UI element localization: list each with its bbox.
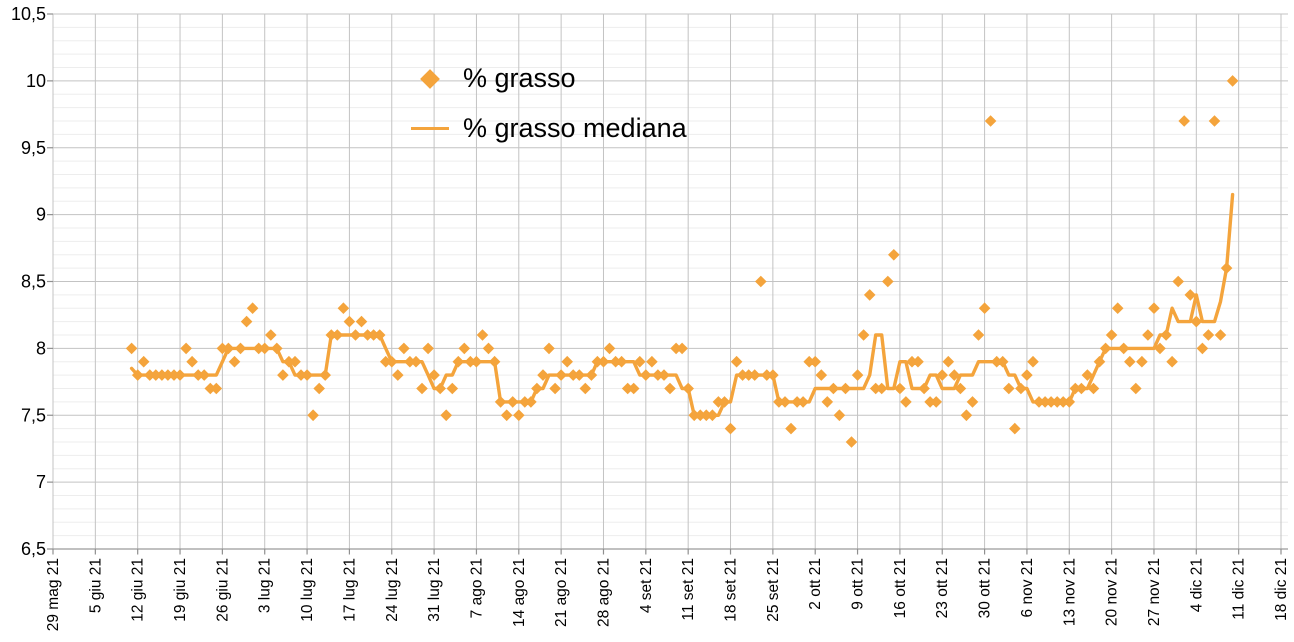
x-tick-label: 10 lug 21 xyxy=(299,558,316,622)
diamond-marker-shape xyxy=(420,68,440,89)
x-tick-label: 18 set 21 xyxy=(723,558,740,622)
legend-item-mediana: % grasso mediana xyxy=(410,110,687,147)
x-tick-label: 11 set 21 xyxy=(680,558,697,621)
y-tick-label: 10 xyxy=(26,71,46,91)
x-tick-label: 13 nov 21 xyxy=(1061,558,1078,626)
x-tick-label: 14 ago 21 xyxy=(511,558,528,627)
y-tick-label: 10,5 xyxy=(11,4,46,24)
x-tick-label: 24 lug 21 xyxy=(384,558,401,622)
x-tick-label: 7 ago 21 xyxy=(468,558,485,618)
x-tick-label: 12 giu 21 xyxy=(130,558,147,622)
x-tick-label: 26 giu 21 xyxy=(214,558,231,622)
x-tick-label: 3 lug 21 xyxy=(257,558,274,613)
x-tick-label: 31 lug 21 xyxy=(426,558,443,622)
legend-label-grasso: % grasso xyxy=(463,63,576,93)
x-tick-label: 30 ott 21 xyxy=(977,558,994,618)
x-tick-label: 17 lug 21 xyxy=(341,558,358,622)
y-tick-label: 9 xyxy=(36,205,46,225)
x-tick-label: 28 ago 21 xyxy=(595,558,612,627)
y-tick-label: 6,5 xyxy=(21,539,46,559)
diamond-marker-icon xyxy=(410,68,450,89)
x-tick-label: 29 mag 21 xyxy=(45,558,62,631)
x-tick-label: 4 set 21 xyxy=(638,558,655,613)
x-tick-labels: 29 mag 21 5 giu 21 12 giu 21 19 giu 21 26 gi… xyxy=(45,558,1290,631)
x-tick-label: 27 nov 21 xyxy=(1146,558,1163,626)
x-tick-label: 23 ott 21 xyxy=(934,558,951,618)
x-tick-label: 20 nov 21 xyxy=(1104,558,1121,626)
y-tick-label: 8,5 xyxy=(21,272,46,292)
x-tick-label: 19 giu 21 xyxy=(172,558,189,622)
x-tick-label: 16 ott 21 xyxy=(892,558,909,618)
x-tick-label: 6 nov 21 xyxy=(1019,558,1036,617)
axis-ticks xyxy=(47,13,1288,555)
x-tick-label: 4 dic 21 xyxy=(1188,558,1205,612)
line-marker-icon xyxy=(410,127,450,130)
y-tick-label: 7,5 xyxy=(21,405,46,425)
x-tick-label: 25 set 21 xyxy=(765,558,782,622)
x-tick-label: 2 ott 21 xyxy=(807,558,824,610)
y-tick-label: 8 xyxy=(36,338,46,358)
y-tick-labels: 10,5 10 9,5 9 8,5 8 7,5 7 6,5 xyxy=(11,4,46,559)
legend-item-grasso: % grasso xyxy=(410,60,687,97)
x-tick-label: 9 ott 21 xyxy=(850,558,867,610)
y-tick-label: 9,5 xyxy=(21,138,46,158)
x-tick-label: 5 giu 21 xyxy=(87,558,104,613)
legend-label-mediana: % grasso mediana xyxy=(463,113,687,143)
legend: % grasso % grasso mediana xyxy=(410,60,687,147)
y-tick-label: 7 xyxy=(36,472,46,492)
x-tick-label: 18 dic 21 xyxy=(1273,558,1290,621)
x-tick-label: 21 ago 21 xyxy=(553,558,570,627)
grid-minor-horizontal xyxy=(53,26,1288,537)
x-tick-label: 11 dic 21 xyxy=(1231,558,1248,620)
line-marker-shape xyxy=(411,127,449,130)
